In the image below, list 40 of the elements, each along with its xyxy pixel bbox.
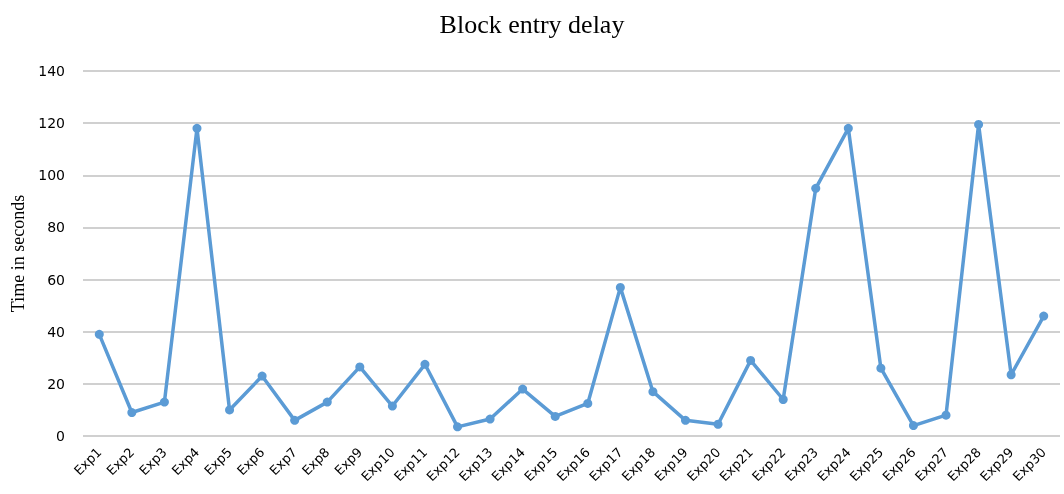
point [453,422,463,432]
point [550,411,560,421]
y-tick-label: 40 [47,323,65,340]
point [974,119,984,129]
point [355,362,365,372]
y-tick-label: 60 [47,271,65,288]
point [941,410,951,420]
y-tick-label: 80 [47,219,65,236]
point [290,415,300,425]
point [876,363,886,373]
y-tick-label: 20 [47,375,65,392]
point [192,123,202,133]
point [680,415,690,425]
point [322,397,332,407]
y-tick-label: 120 [38,115,65,132]
chart-title: Block entry delay [439,9,625,39]
point [713,419,723,429]
point [583,398,593,408]
y-tick-label: 140 [38,63,65,79]
point [811,183,821,193]
point [746,355,756,365]
point [908,421,918,431]
point [485,414,495,424]
point [127,408,137,418]
point [420,359,430,369]
y-tick-label: 0 [56,428,65,444]
point [225,405,235,415]
point [778,395,788,404]
point [648,387,658,397]
y-axis-title: Time in seconds [8,194,28,313]
point [94,329,104,339]
point [1006,370,1016,380]
y-tick-label: 100 [38,167,65,184]
point [615,282,625,292]
point [387,401,397,411]
point [1039,311,1049,321]
point [843,123,853,133]
point [159,397,169,407]
point [257,371,267,381]
point [518,384,528,394]
